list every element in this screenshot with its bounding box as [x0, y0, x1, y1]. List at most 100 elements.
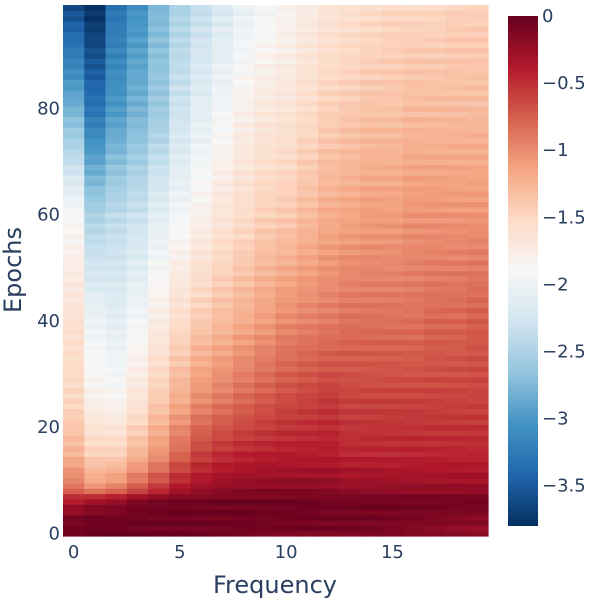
heatmap-cell	[275, 74, 298, 80]
heatmap-cell	[466, 74, 489, 80]
heatmap-cell	[445, 111, 468, 118]
heatmap-cell	[424, 482, 447, 489]
heatmap-cell	[126, 20, 149, 27]
heatmap-cell	[84, 466, 107, 473]
heatmap-cell	[84, 477, 107, 484]
heatmap-cell	[403, 387, 425, 394]
heatmap-cell	[233, 291, 255, 298]
heatmap-cell	[318, 291, 340, 298]
heatmap-cell	[254, 429, 277, 436]
heatmap-cell	[126, 233, 149, 240]
heatmap-cell	[445, 47, 468, 54]
heatmap-cell	[84, 307, 107, 314]
heatmap-cell	[126, 201, 149, 208]
heatmap-cell	[105, 238, 128, 245]
heatmap-cell	[148, 265, 170, 272]
heatmap-cell	[424, 26, 447, 33]
heatmap-cell	[148, 116, 170, 123]
heatmap-cell	[318, 382, 340, 388]
heatmap-cell	[275, 275, 298, 282]
heatmap-cell	[254, 392, 277, 399]
heatmap-cell	[254, 42, 277, 49]
heatmap-cell	[148, 63, 170, 70]
heatmap-cell	[190, 413, 213, 420]
heatmap-cell	[254, 212, 277, 218]
heatmap-cell	[169, 403, 192, 410]
heatmap-cell	[360, 47, 383, 54]
heatmap-cell	[403, 419, 425, 426]
heatmap-cell	[84, 217, 107, 224]
heatmap-cell	[403, 493, 425, 500]
heatmap-cell	[169, 382, 192, 388]
heatmap-cell	[445, 318, 468, 325]
heatmap-cell	[63, 127, 85, 134]
heatmap-cell	[466, 429, 489, 436]
heatmap-cell	[211, 20, 234, 27]
heatmap-cell	[275, 36, 298, 43]
heatmap-cell	[84, 408, 107, 415]
heatmap-cell	[63, 297, 85, 303]
heatmap-cell	[254, 185, 277, 192]
heatmap-cell	[403, 466, 425, 473]
heatmap-cell	[190, 42, 213, 49]
heatmap-cell	[424, 79, 447, 86]
heatmap-cell	[275, 429, 298, 436]
colorbar-tick-label: −2	[542, 274, 569, 295]
heatmap-cell	[169, 196, 192, 203]
heatmap-cell	[403, 371, 425, 378]
heatmap-cell	[105, 525, 128, 532]
heatmap-cell	[63, 270, 85, 277]
heatmap-cell	[105, 243, 128, 250]
heatmap-cell	[148, 397, 170, 404]
heatmap-cell	[275, 328, 298, 335]
heatmap-cell	[105, 196, 128, 203]
heatmap-cell	[360, 323, 383, 330]
heatmap-cell	[296, 334, 319, 341]
heatmap-cell	[339, 328, 362, 335]
heatmap-cell	[105, 451, 128, 457]
heatmap-cell	[190, 530, 213, 537]
heatmap-cell	[63, 89, 85, 96]
heatmap-cell	[360, 328, 383, 335]
heatmap-cell	[126, 408, 149, 415]
heatmap-cell	[318, 206, 340, 213]
heatmap-cell	[169, 206, 192, 213]
heatmap-cell	[84, 36, 107, 43]
heatmap-cell	[148, 42, 170, 49]
heatmap-cell	[296, 121, 319, 128]
heatmap-cell	[126, 36, 149, 43]
heatmap-cell	[466, 52, 489, 59]
heatmap-cell	[381, 477, 404, 484]
heatmap-cell	[148, 318, 170, 325]
heatmap-cell	[233, 445, 255, 452]
heatmap-cell	[424, 382, 447, 388]
heatmap-cell	[169, 504, 192, 511]
heatmap-cell	[360, 297, 383, 303]
heatmap-cell	[296, 440, 319, 447]
heatmap-cell	[318, 275, 340, 282]
heatmap-cell	[381, 58, 404, 65]
heatmap-cell	[381, 233, 404, 240]
heatmap-cell	[148, 243, 170, 250]
heatmap-cell	[190, 498, 213, 505]
heatmap-cell	[339, 466, 362, 473]
y-tick-label: 0	[49, 523, 60, 544]
heatmap-cell	[360, 307, 383, 314]
heatmap-cell	[148, 307, 170, 314]
heatmap-cell	[148, 206, 170, 213]
heatmap-cell	[211, 275, 234, 282]
heatmap-cell	[190, 185, 213, 192]
heatmap-cell	[445, 164, 468, 171]
heatmap-cell	[105, 74, 128, 80]
heatmap-cell	[105, 355, 128, 362]
heatmap-cell	[190, 31, 213, 38]
heatmap-cell	[126, 387, 149, 394]
heatmap-cell	[254, 153, 277, 160]
heatmap-cell	[275, 190, 298, 197]
heatmap-cell	[339, 31, 362, 38]
heatmap-cell	[148, 143, 170, 149]
heatmap-cell	[339, 456, 362, 463]
heatmap-cell	[105, 392, 128, 399]
heatmap-cell	[360, 212, 383, 218]
heatmap-cell	[318, 286, 340, 293]
